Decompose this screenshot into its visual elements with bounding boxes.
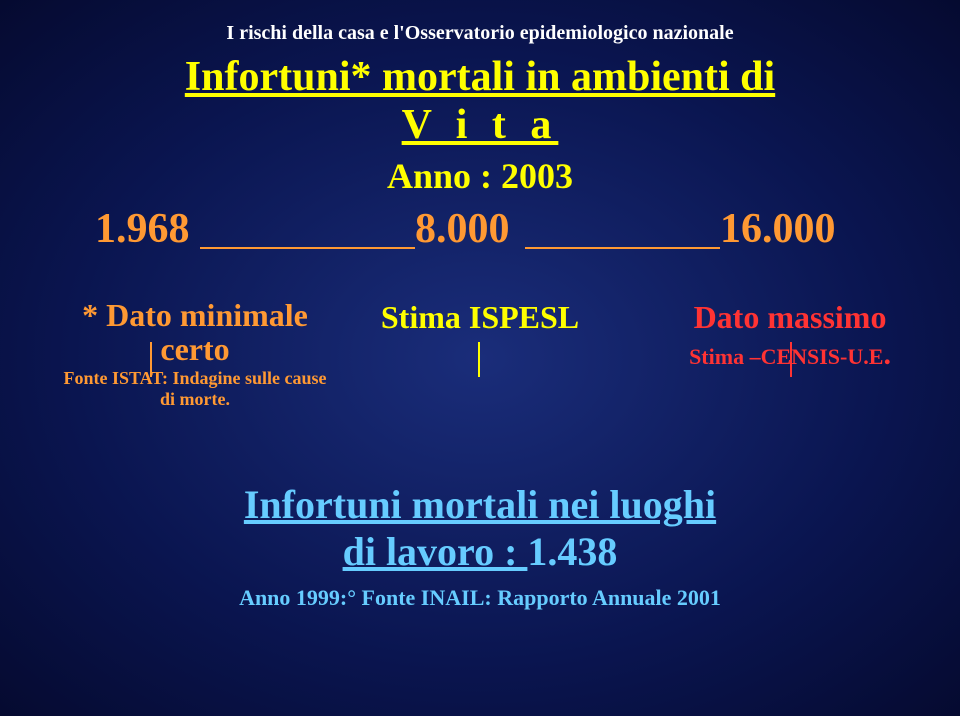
slide-header: I rischi della casa e l'Osservatorio epi… bbox=[0, 0, 960, 45]
bottom-line-1: Infortuni mortali nei luoghi bbox=[0, 481, 960, 528]
value-max: 16.000 bbox=[720, 205, 836, 253]
label-max-title: Dato massimo bbox=[650, 299, 930, 336]
label-max: Dato massimo Stima –CENSIS-U.E. bbox=[650, 299, 930, 372]
bottom-line-3: Anno 1999:° Fonte INAIL: Rapporto Annual… bbox=[0, 585, 960, 611]
bottom-block: Infortuni mortali nei luoghi di lavoro :… bbox=[0, 481, 960, 611]
bottom-line-2-value: 1.438 bbox=[527, 529, 617, 574]
title-line-1: Infortuni* mortali in ambienti di bbox=[0, 53, 960, 101]
year-label: Anno : 2003 bbox=[0, 155, 960, 197]
bottom-line-2: di lavoro : 1.438 bbox=[0, 528, 960, 575]
label-mid: Stima ISPESL bbox=[375, 299, 585, 336]
label-min-source: Fonte ISTAT: Indagine sulle cause di mor… bbox=[55, 368, 335, 410]
labels-row: * Dato minimale certo Fonte ISTAT: Indag… bbox=[0, 299, 960, 459]
underline-1 bbox=[200, 247, 415, 249]
label-max-source-dot: . bbox=[883, 338, 891, 371]
value-mid: 8.000 bbox=[415, 205, 510, 253]
label-min-title: * Dato minimale certo bbox=[55, 299, 335, 366]
underline-2 bbox=[525, 247, 720, 249]
value-min: 1.968 bbox=[95, 205, 190, 253]
label-mid-title: Stima ISPESL bbox=[375, 299, 585, 336]
label-max-source-text: Stima –CENSIS-U.E bbox=[689, 344, 883, 369]
label-min: * Dato minimale certo Fonte ISTAT: Indag… bbox=[55, 299, 335, 410]
title-line-2: V i t a bbox=[0, 101, 960, 149]
values-row: 1.968 8.000 16.000 bbox=[0, 205, 960, 257]
bottom-line-2-label: di lavoro : bbox=[343, 529, 528, 574]
label-max-source: Stima –CENSIS-U.E. bbox=[650, 338, 930, 372]
